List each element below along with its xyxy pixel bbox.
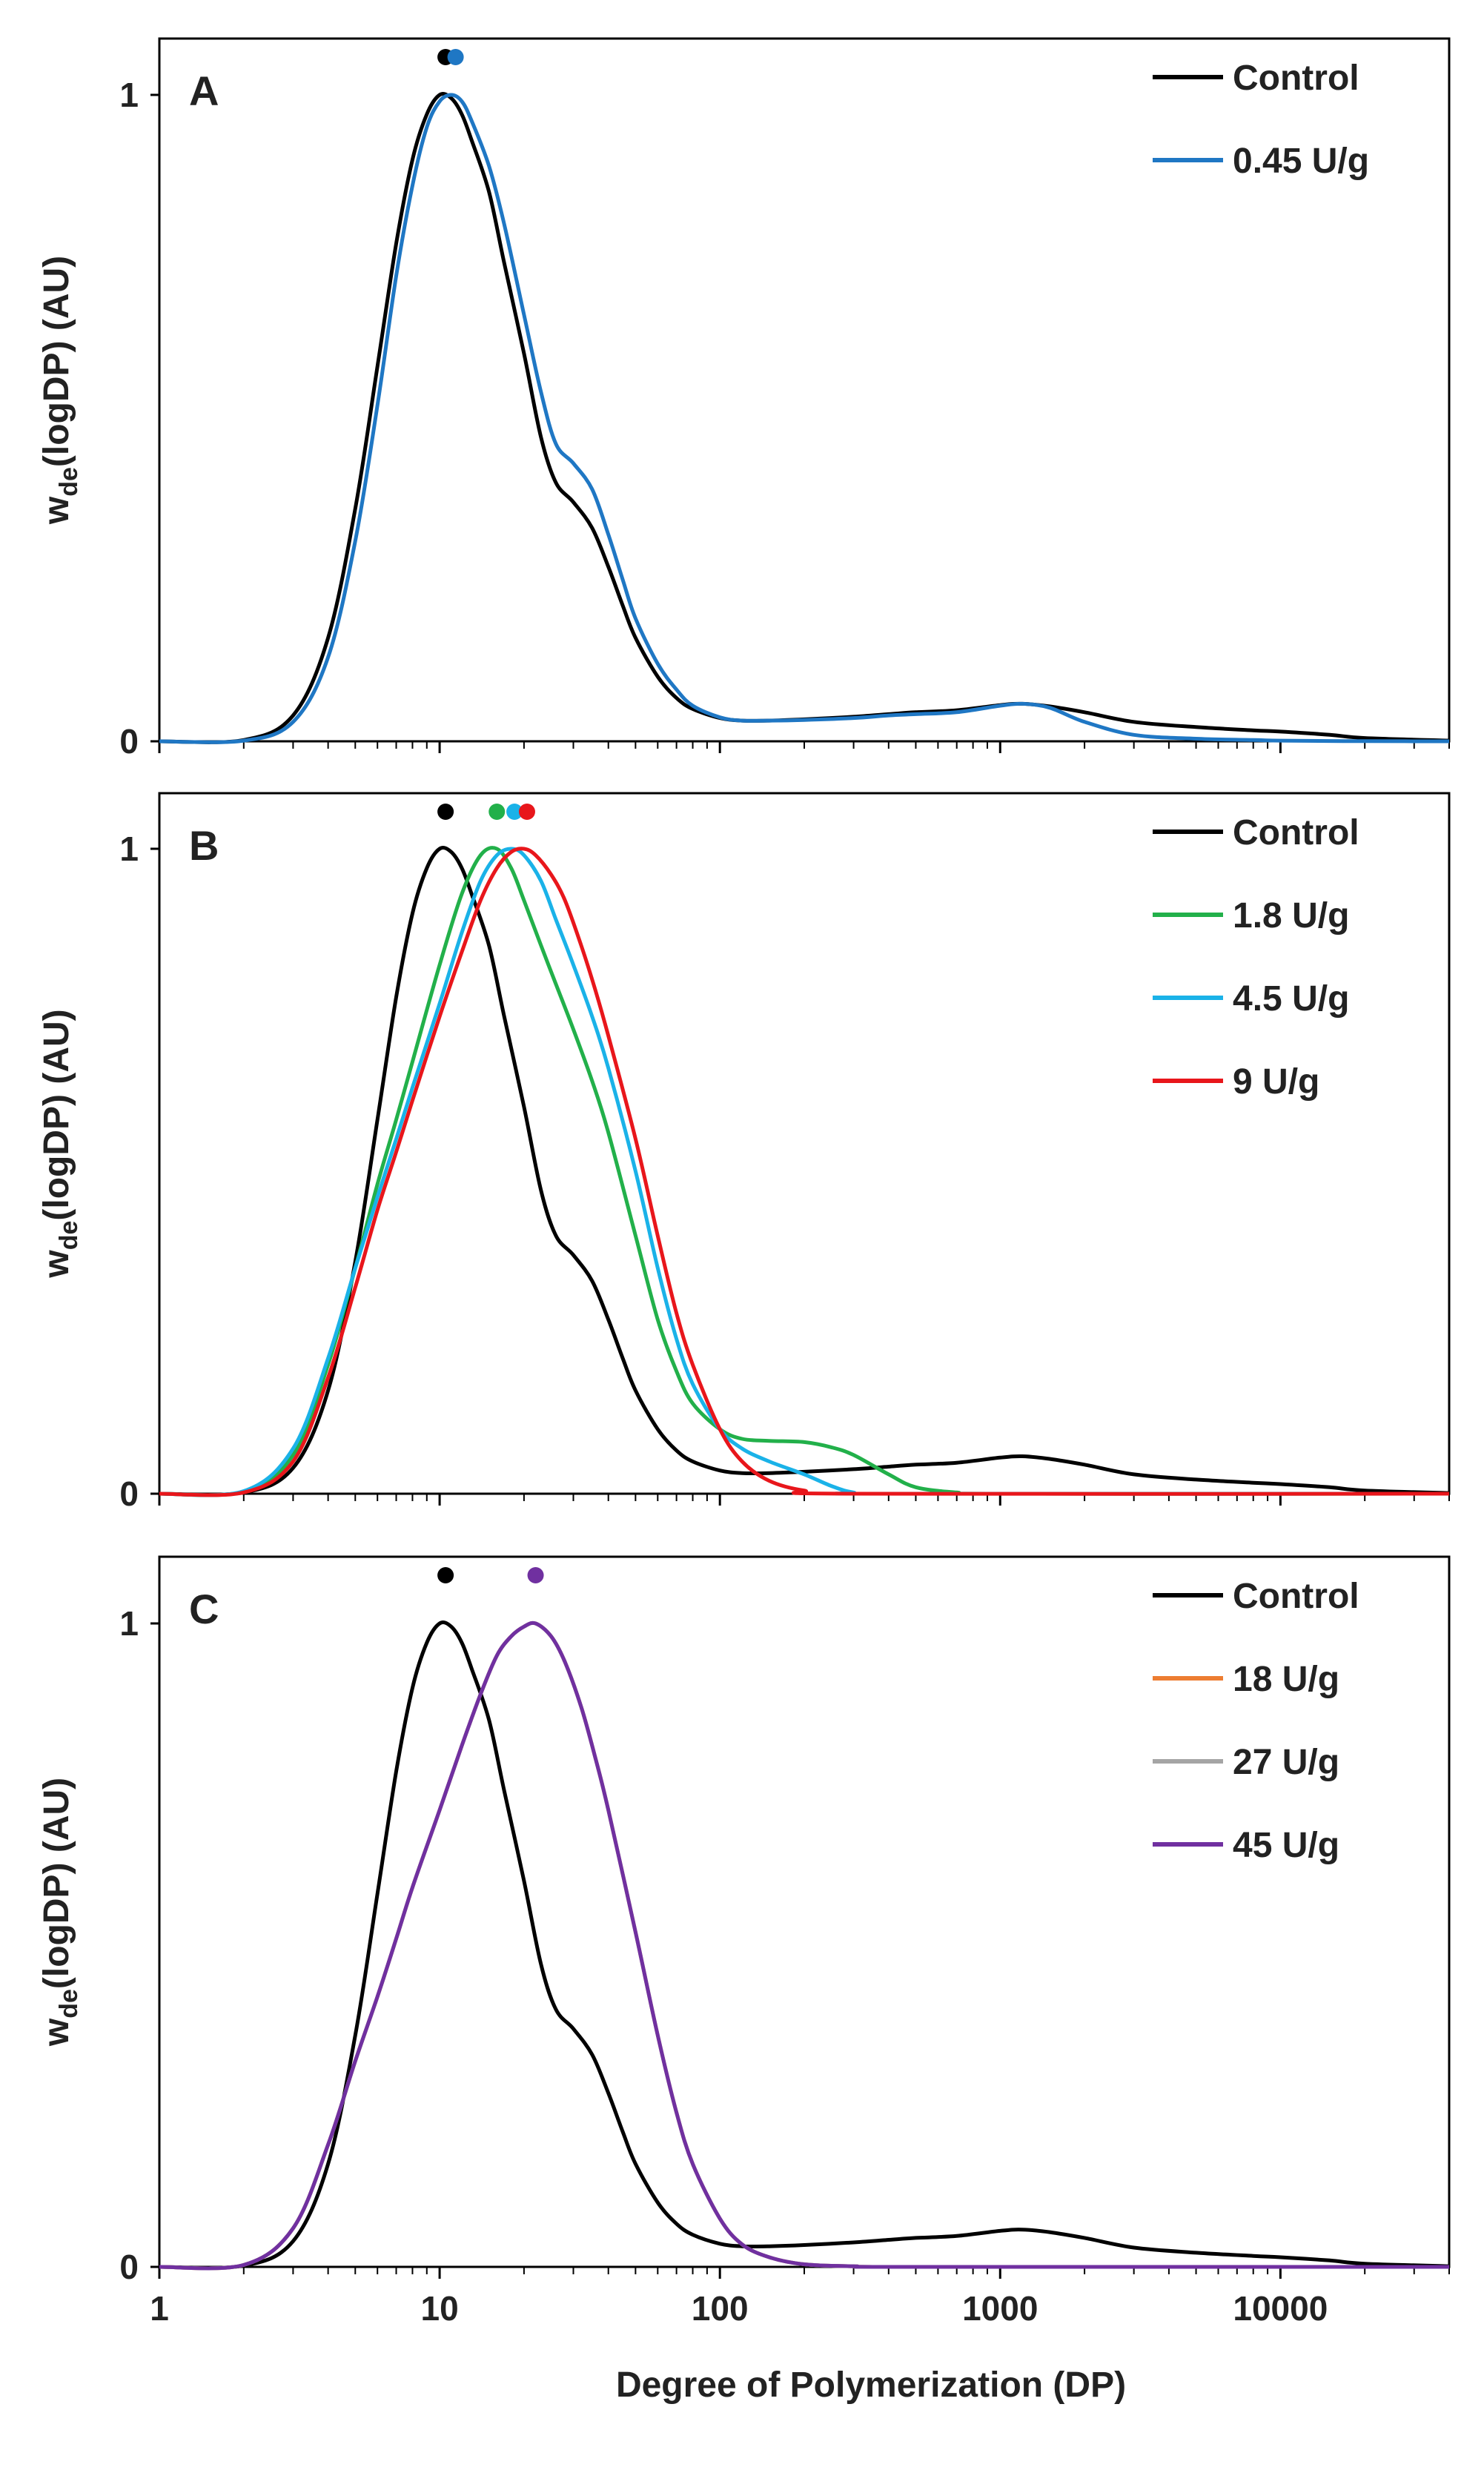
y-axis-label: wde(logDP) (AU) (37, 256, 83, 525)
legend-label: 1.8 U/g (1233, 896, 1349, 936)
y-axis-label-sub: de (55, 467, 83, 497)
peak-marker (437, 804, 454, 820)
y-axis-label-sub: de (55, 1989, 83, 2019)
legend-label: 0.45 U/g (1233, 142, 1369, 181)
legend-label: 9 U/g (1233, 1062, 1319, 1102)
panel-label: B (189, 822, 219, 869)
x-tick-label: 10 (421, 2289, 459, 2328)
series-line-1 (159, 92, 1450, 744)
x-tick-label: 10000 (1233, 2289, 1328, 2328)
series-line-1 (159, 1620, 1450, 2270)
y-axis-label-rest: (logDP) (AU) (37, 1778, 76, 1989)
x-tick-label: 1000 (962, 2289, 1038, 2328)
y-axis-label-sub: de (55, 1221, 83, 1251)
legend-label: 27 U/g (1233, 1743, 1339, 1782)
panel-b: 0 1 wde(logDP) (AU) B Control 1.8 U/g 4.5 U/g 9… (37, 792, 1451, 1513)
series-line-4 (159, 847, 1450, 1497)
legend-label: 18 U/g (1233, 1660, 1339, 1699)
y-axis-label: wde(logDP) (AU) (37, 1009, 83, 1278)
panel-label: C (189, 1586, 219, 1632)
peak-marker (488, 804, 506, 820)
x-tick-label: 100 (692, 2289, 749, 2328)
y-tick-label: 0 (119, 1474, 139, 1513)
peak-marker (518, 804, 535, 820)
series-line-2 (159, 1620, 1450, 2271)
y-axis-label-rest: (logDP) (AU) (37, 1009, 76, 1220)
legend-label: 4.5 U/g (1233, 979, 1349, 1019)
legend-label: Control (1233, 1577, 1359, 1616)
series-line-3 (159, 1620, 1450, 2271)
y-axis-label-rest: (logDP) (AU) (37, 256, 76, 467)
series-line-2 (159, 846, 1450, 1497)
y-tick-label: 0 (119, 2248, 139, 2286)
legend-label: 45 U/g (1233, 1826, 1339, 1865)
series-line-4 (159, 1620, 1450, 2271)
y-tick-label: 1 (119, 830, 139, 868)
y-axis-label-main: w (37, 496, 76, 525)
series-line-3 (159, 847, 1450, 1497)
series-line-1 (159, 846, 1450, 1497)
y-axis-label-main: w (37, 1250, 76, 1279)
peak-marker (527, 1567, 544, 1583)
x-tick-label: 1 (150, 2289, 169, 2328)
panel-label: A (189, 67, 219, 114)
x-axis-label: Degree of Polymerization (DP) (616, 2365, 1126, 2405)
y-axis-label-main: w (37, 2018, 76, 2047)
y-tick-label: 1 (119, 76, 139, 114)
legend-label: Control (1233, 813, 1359, 852)
peak-marker (506, 804, 523, 820)
y-axis-label: wde(logDP) (AU) (37, 1778, 83, 2047)
panel-a: 0 1 wde(logDP) (AU) A Control 0.45 U/g (37, 37, 1451, 761)
peak-marker (437, 1567, 454, 1583)
y-tick-label: 0 (119, 722, 139, 761)
series-line-2 (159, 93, 1450, 744)
peak-marker (447, 49, 464, 65)
y-tick-label: 1 (119, 1604, 139, 1643)
legend-label: Control (1233, 59, 1359, 98)
